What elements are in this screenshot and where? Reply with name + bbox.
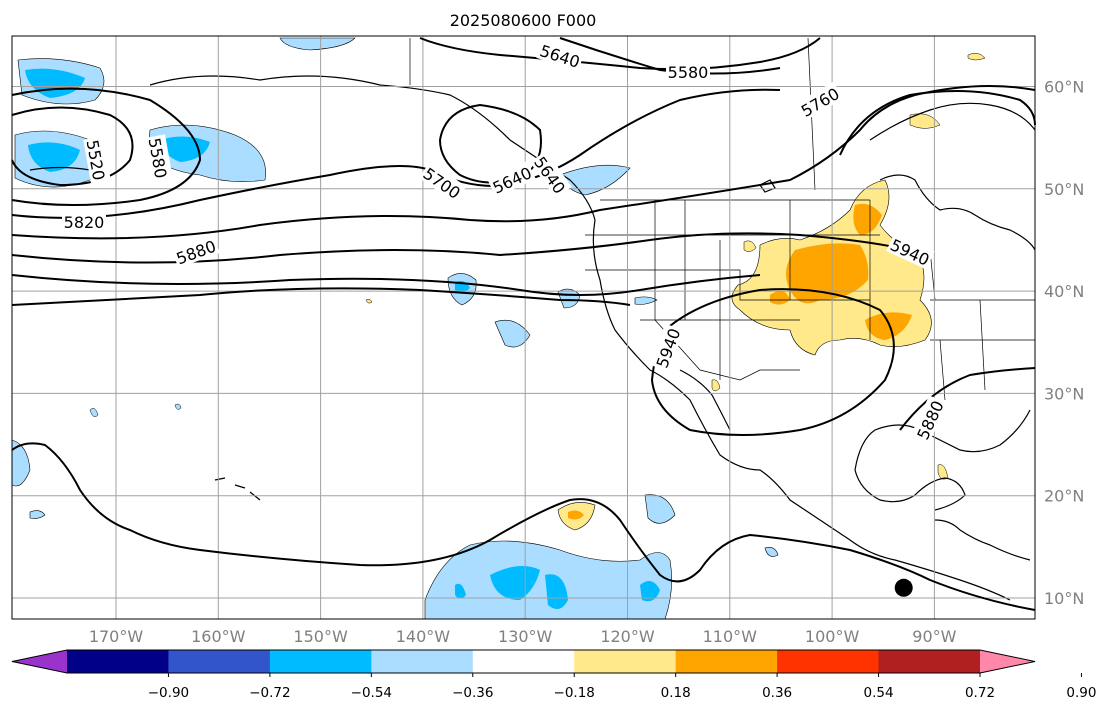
figure-title: 2025080600 F000: [450, 11, 597, 30]
contour-label-background: [795, 81, 844, 121]
contour-label: 5580: [668, 63, 709, 82]
colorbar-segment: [675, 650, 778, 673]
lon-tick-label: 140°W: [396, 627, 451, 646]
lat-tick-label: 50°N: [1044, 180, 1084, 199]
map-frame: [11, 35, 1036, 620]
lat-tick-label: 20°N: [1044, 487, 1084, 506]
latitude-tick-labels: 10°N 20°N 30°N 40°N 50°N 60°N: [1044, 78, 1084, 609]
lon-tick-label: 160°W: [191, 627, 246, 646]
colorbar-tick-label: 0.18: [661, 685, 691, 701]
lat-tick-label: 30°N: [1044, 384, 1084, 403]
colorbar-segment: [67, 650, 169, 673]
colorbar-segment: [472, 650, 575, 673]
colorbar-tick-label: 0.36: [762, 685, 792, 701]
political-boundaries: [409, 37, 1035, 401]
colorbar-segment: [168, 650, 271, 673]
contour-label-background: [145, 134, 173, 182]
lat-tick-label: 60°N: [1044, 78, 1084, 97]
lon-tick-label: 120°W: [600, 627, 655, 646]
colorbar-tick-label: −0.36: [452, 685, 493, 701]
contour-label-background: [536, 38, 585, 72]
lon-tick-label: 150°W: [293, 627, 348, 646]
colorbar-tick-label: −0.18: [554, 685, 595, 701]
colorbar-tick-label: 0.72: [965, 685, 995, 701]
lon-tick-label: 100°W: [805, 627, 860, 646]
colorbar-segment: [269, 650, 372, 673]
lon-tick-label: 130°W: [498, 627, 553, 646]
contour-label-background: [910, 395, 948, 444]
colorbar-tick-label: 0.54: [864, 685, 894, 701]
gridlines: [12, 36, 1035, 619]
contour-label-background: [487, 160, 536, 198]
lon-tick-label: 90°W: [912, 627, 956, 646]
contour-label: 5820: [64, 213, 105, 232]
colorbar-segment: [574, 650, 677, 673]
colorbar-tick-label: −0.90: [148, 685, 189, 701]
lat-tick-label: 10°N: [1044, 589, 1084, 608]
contour-label-background: [83, 136, 111, 184]
colorbar-tick-label: 0.90: [1066, 685, 1096, 701]
colorbar-outline: [11, 649, 1036, 674]
contour-label-background: [418, 161, 467, 203]
storm-marker: [894, 578, 913, 597]
longitude-tick-labels: 170°W 160°W 150°W 140°W 130°W 120°W 110°W 100°W…: [89, 627, 957, 646]
contour-label-background: [650, 323, 684, 372]
colorbar-segment: [777, 650, 880, 673]
lat-tick-label: 40°N: [1044, 282, 1084, 301]
colorbar-tick-label: −0.72: [249, 685, 290, 701]
coastlines: [29, 75, 1036, 601]
contour-label-background: [62, 211, 106, 231]
contour-label-background: [886, 232, 935, 270]
lon-tick-label: 110°W: [703, 627, 758, 646]
contour-label-background: [171, 234, 220, 268]
negative-anomaly-shading: [11, 37, 779, 620]
contour-label-background: [666, 61, 710, 81]
colorbar: −0.90 −0.72 −0.54 −0.36 −0.18 0.18 0.36 0.54 0.7…: [11, 649, 1096, 701]
colorbar-segment: [878, 650, 981, 673]
colorbar-tick-label: −0.54: [351, 685, 392, 701]
colorbar-extend-high: [980, 650, 1035, 673]
contour-label-background: [530, 150, 572, 199]
lon-tick-label: 170°W: [89, 627, 144, 646]
colorbar-segment: [371, 650, 474, 673]
colorbar-extend-low: [12, 650, 67, 673]
